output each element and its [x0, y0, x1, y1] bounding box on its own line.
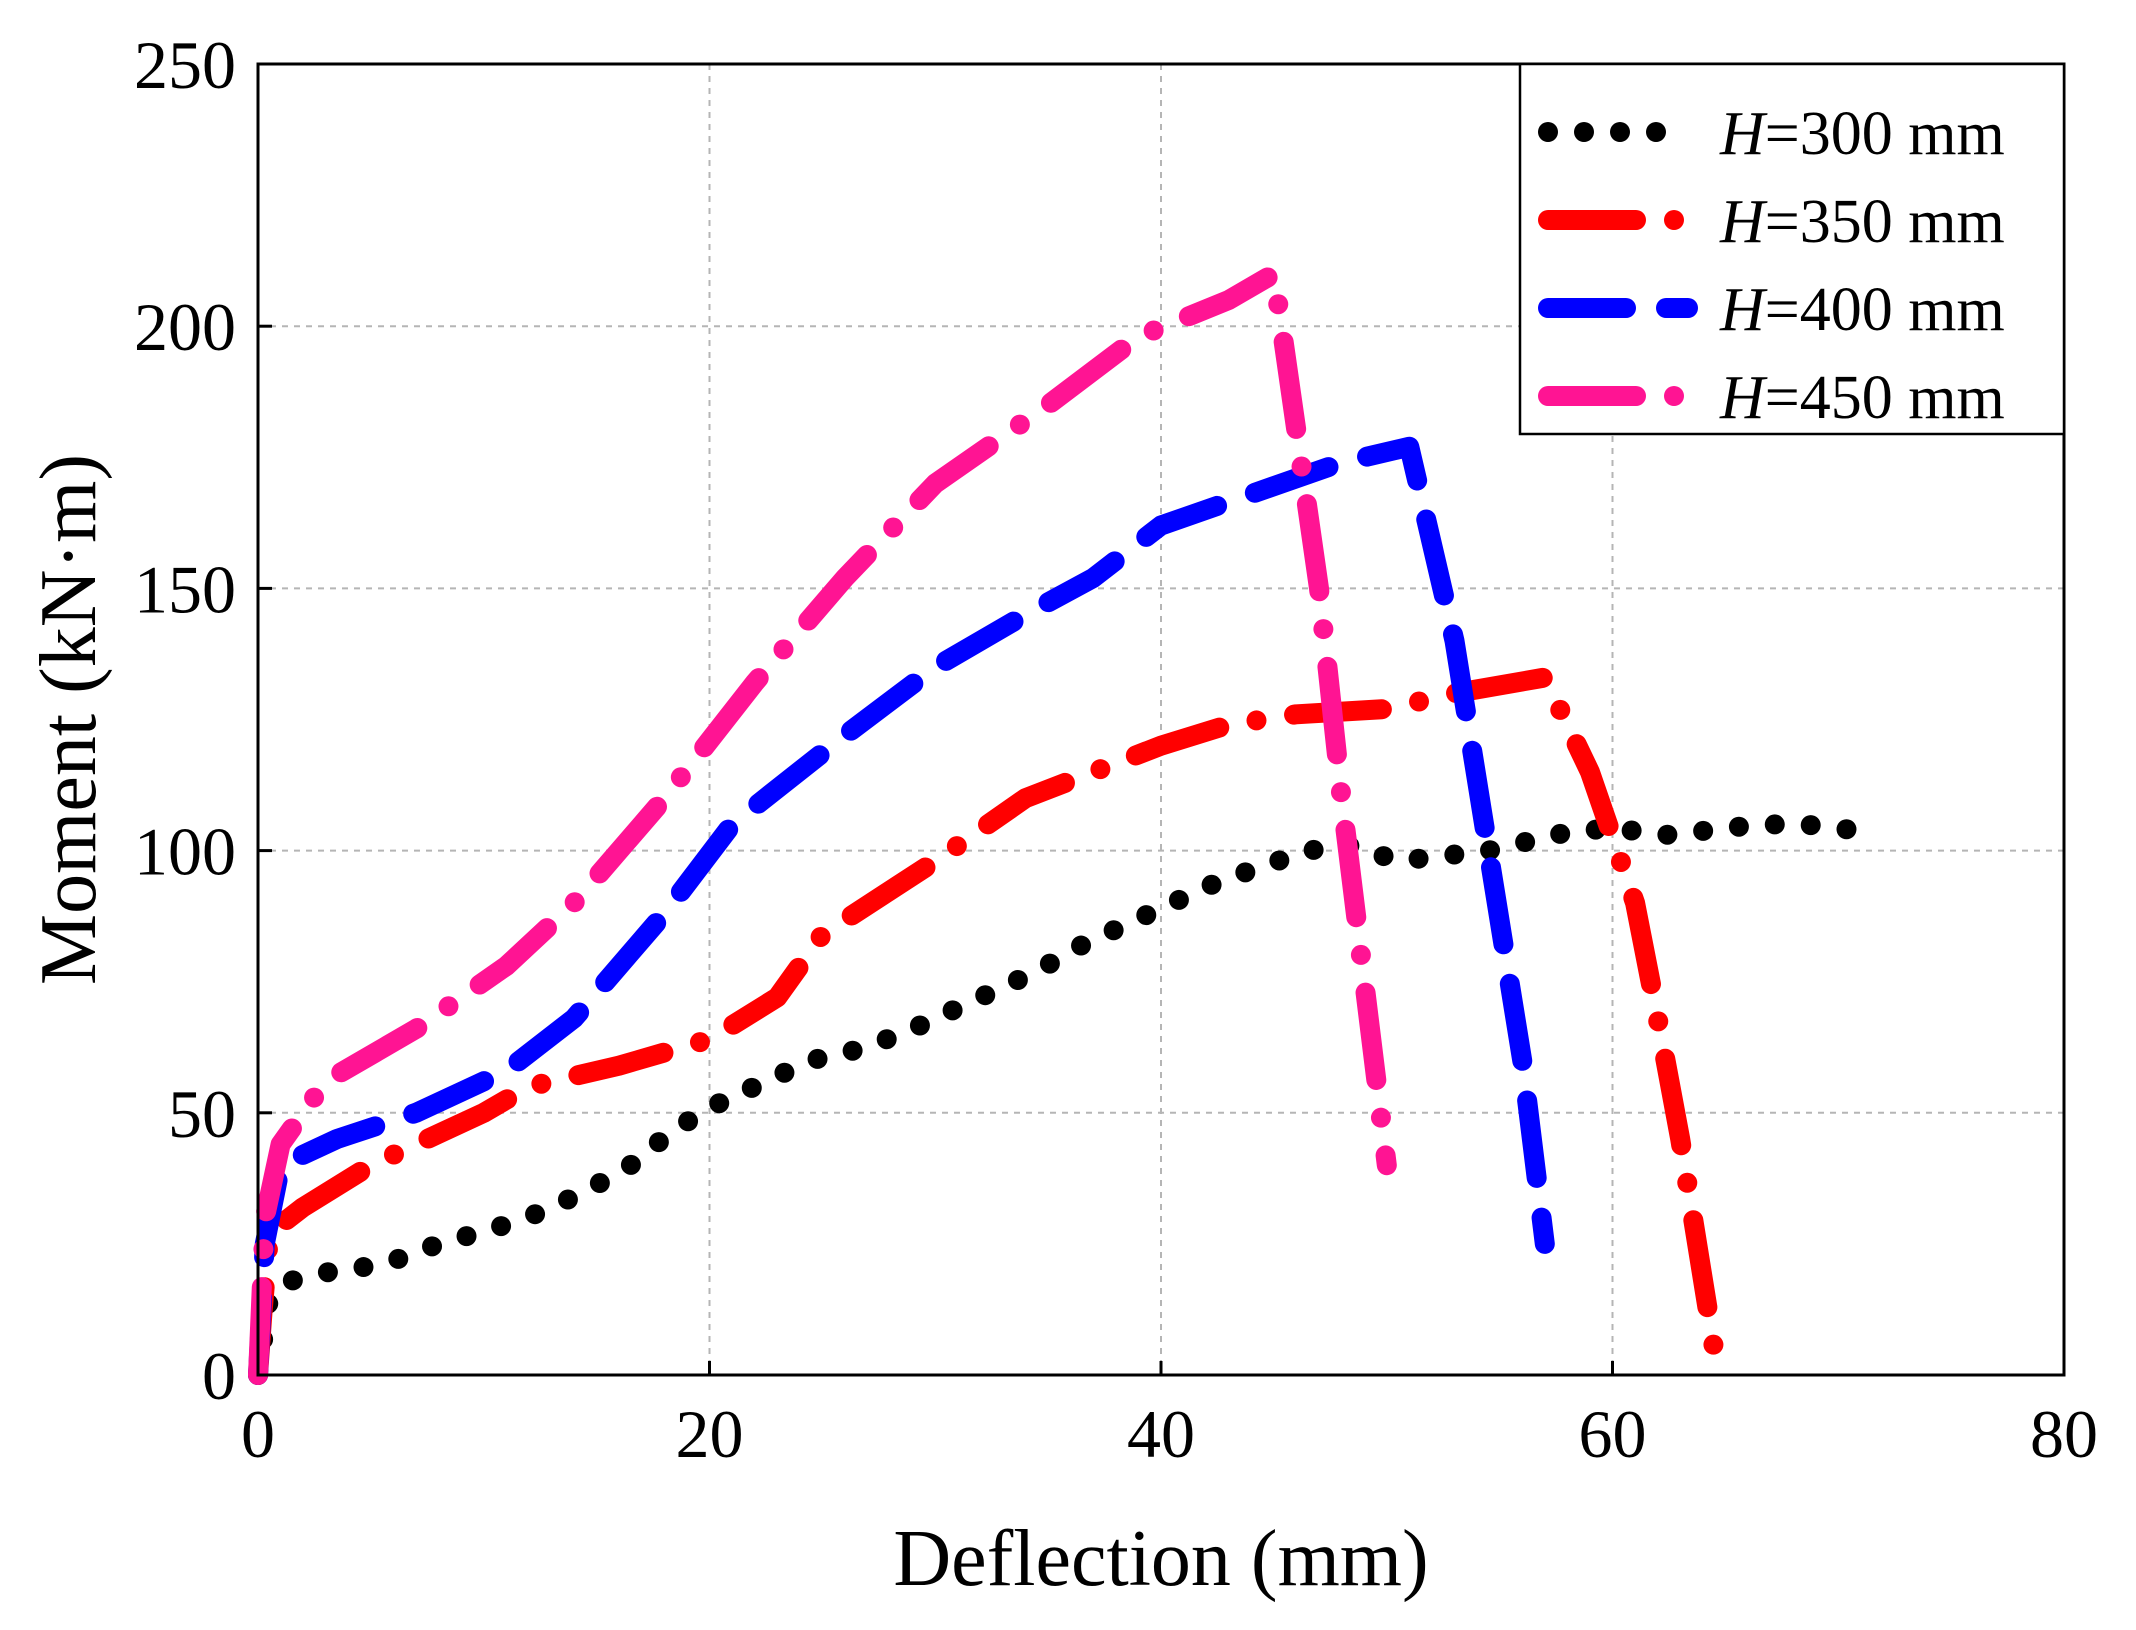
y-tick-label: 0 — [202, 1338, 236, 1414]
y-tick-label: 250 — [134, 27, 236, 103]
series-line-0 — [248, 814, 1860, 1385]
y-tick-label: 150 — [134, 551, 236, 627]
y-tick-label: 50 — [168, 1076, 236, 1152]
series-line-2 — [248, 436, 1555, 1385]
x-tick-label: 80 — [2030, 1396, 2098, 1472]
x-tick-label: 40 — [1127, 1396, 1195, 1472]
series-line-1 — [248, 667, 1725, 1385]
legend-label-value: =400 mm — [1765, 276, 2005, 344]
x-tick-label: 60 — [1579, 1396, 1647, 1472]
x-tick-label: 20 — [676, 1396, 744, 1472]
series-line-3 — [248, 263, 1397, 1385]
legend-label-2: H=400 mm — [1719, 276, 2005, 344]
legend-label-0: H=300 mm — [1719, 100, 2005, 168]
legend-label-variable: H — [1719, 364, 1768, 432]
series-layer — [248, 263, 1860, 1385]
y-tick-label: 100 — [134, 814, 236, 890]
x-axis-title: Deflection (mm) — [893, 1515, 1428, 1603]
y-axis-title: Moment (kN·m) — [25, 454, 113, 985]
legend-label-3: H=450 mm — [1719, 364, 2005, 432]
legend-box — [1518, 62, 2066, 436]
legend-label-1: H=350 mm — [1719, 188, 2005, 256]
x-tick-label: 0 — [241, 1396, 275, 1472]
legend-label-value: =450 mm — [1765, 364, 2005, 432]
legend-label-variable: H — [1719, 276, 1768, 344]
legend-label-variable: H — [1719, 100, 1768, 168]
legend-label-value: =300 mm — [1765, 100, 2005, 168]
tick-layer: 0 20 40 60 80 0 50 100 150 200 250 — [134, 27, 2098, 1472]
legend-label-value: =350 mm — [1765, 188, 2005, 256]
legend: H=300 mmH=350 mmH=400 mmH=450 mm — [1518, 62, 2066, 436]
y-tick-label: 200 — [134, 289, 236, 365]
legend-label-variable: H — [1719, 188, 1768, 256]
